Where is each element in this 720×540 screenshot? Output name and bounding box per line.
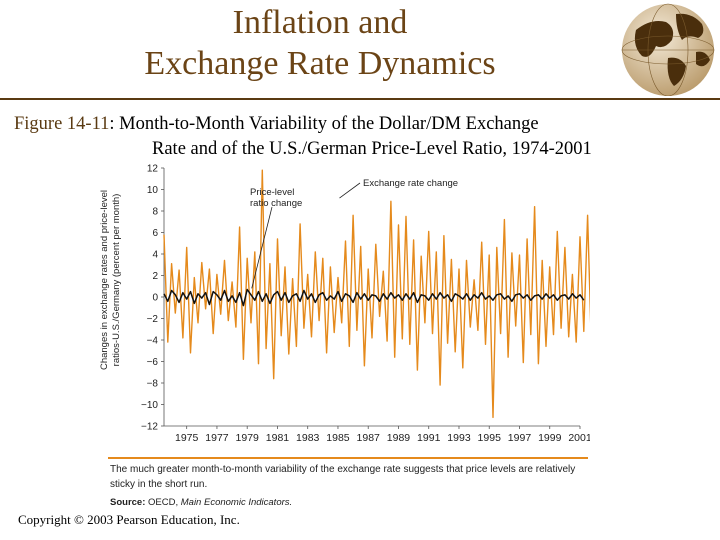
title-line-2: Exchange Rate Dynamics	[144, 45, 496, 82]
y-tick-label: −6	[147, 357, 159, 368]
title-rule	[0, 98, 720, 100]
line-chart: 12 10 8 6 4 2 0 −2 −4 −6 −8 −10 −12 1975 1977 1979 1981 1…	[141, 164, 590, 444]
x-tick-label: 1985	[326, 432, 350, 444]
y-tick-label: 8	[152, 207, 158, 218]
x-tick-label: 1987	[357, 432, 381, 444]
price-annotation-leader	[251, 206, 273, 289]
exchange-rate-series-line	[163, 169, 590, 419]
x-tick-label: 2001	[568, 432, 590, 444]
x-tick-label: 1977	[205, 432, 229, 444]
copyright-notice: Copyright © 2003 Pearson Education, Inc.	[18, 512, 240, 527]
globe-icon	[621, 3, 715, 96]
caption-line-1: : Month-to-Month Variability of the Doll…	[109, 114, 539, 134]
exchange-annotation-label: Exchange rate change	[363, 178, 458, 189]
figure-label: Figure 14-11	[14, 114, 110, 134]
source-text: OECD,	[148, 497, 179, 508]
y-tick-label: 6	[152, 228, 158, 239]
y-tick-label: 0	[152, 293, 158, 304]
y-tick-label: −12	[141, 422, 158, 433]
caption-line-2: Rate and of the U.S./German Price-Level …	[152, 139, 592, 159]
x-tick-label: 1999	[538, 432, 562, 444]
y-tick-label: 2	[152, 271, 158, 282]
y-tick-label: 4	[152, 250, 158, 261]
x-tick-label: 1995	[478, 432, 502, 444]
x-tick-label: 1983	[296, 432, 320, 444]
chart-note: The much greater month-to-month variabil…	[110, 464, 576, 490]
y-tick-label: −4	[147, 336, 159, 347]
source-label: Source:	[110, 497, 146, 508]
y-tick-label: 12	[147, 164, 159, 175]
note-rule	[108, 457, 588, 459]
title-line-1: Inflation and	[232, 4, 408, 41]
chart-source: Source: OECD, Main Economic Indicators.	[110, 497, 292, 508]
price-annotation-label-line-2: ratio change	[250, 198, 302, 209]
source-publication: Main Economic Indicators.	[180, 497, 293, 508]
figure-caption: Figure 14-11: Month-to-Month Variability…	[14, 112, 714, 162]
x-tick-label: 1989	[387, 432, 411, 444]
price-level-series-line	[163, 288, 585, 307]
slide-title: Inflation and Exchange Rate Dynamics	[60, 2, 580, 84]
price-annotation-label-line-1: Price-level	[250, 187, 294, 198]
y-tick-label: 10	[147, 185, 159, 196]
x-tick-label: 1993	[447, 432, 471, 444]
x-tick-label: 1981	[266, 432, 290, 444]
y-tick-label: −10	[141, 400, 158, 411]
x-tick-label: 1975	[175, 432, 199, 444]
y-tick-label: −8	[147, 379, 159, 390]
x-tick-label: 1979	[236, 432, 260, 444]
x-tick-label: 1991	[417, 432, 441, 444]
exchange-annotation-leader	[339, 182, 361, 199]
y-tick-label: −2	[147, 314, 159, 325]
x-tick-label: 1997	[508, 432, 532, 444]
